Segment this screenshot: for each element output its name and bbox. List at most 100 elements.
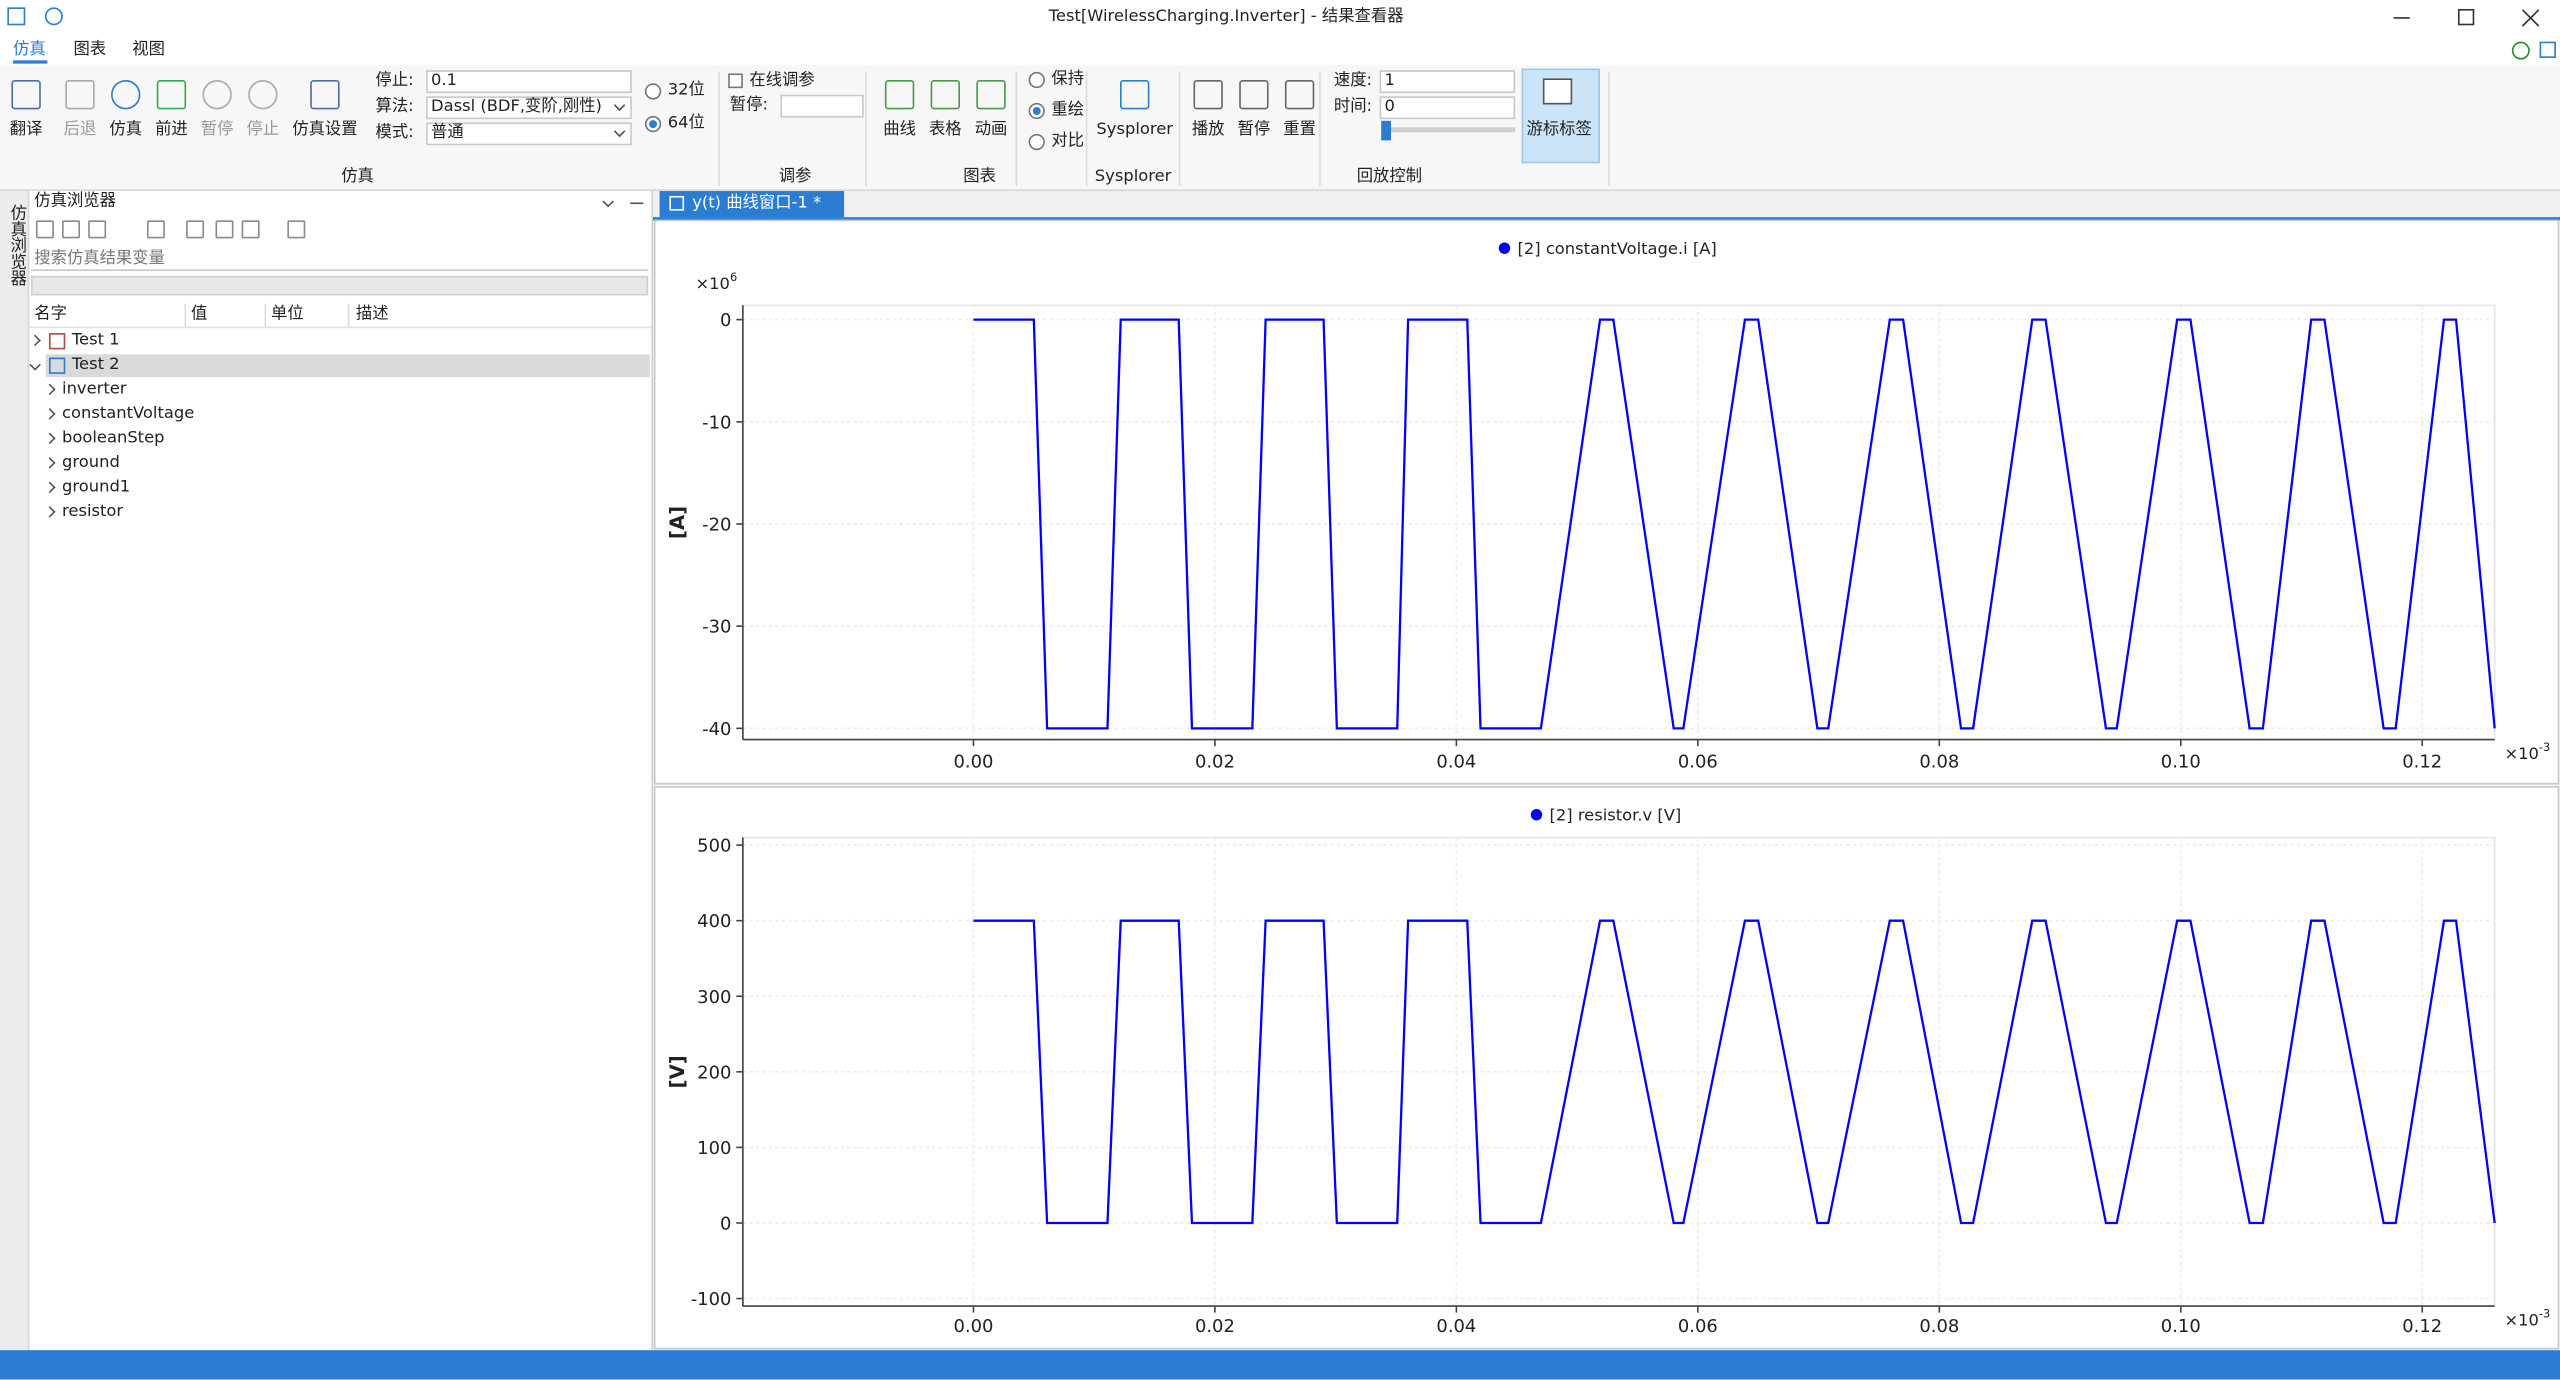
y-tick-label: -100	[691, 1289, 732, 1310]
toolbar-button[interactable]: 表格	[928, 120, 962, 139]
multiplier-exponent: 6	[730, 270, 737, 284]
button-icon[interactable]	[156, 79, 187, 110]
window-title: Test[WirelessCharging.Inverter] - 结果查看器	[1048, 8, 1404, 27]
help[interactable]	[2511, 41, 2530, 60]
toolbar-button[interactable]: 播放	[1191, 120, 1225, 139]
column-header: 值	[191, 305, 208, 324]
tree-item[interactable]: inverter	[62, 380, 127, 399]
browser-tool[interactable]	[287, 220, 306, 239]
tree-item[interactable]: ground	[62, 453, 120, 472]
toolbar-button[interactable]: 曲线	[883, 120, 916, 139]
field-label: 速度:	[1333, 71, 1373, 90]
field-input[interactable]	[426, 96, 632, 120]
toolbar-button[interactable]: 暂停	[200, 120, 234, 139]
field-value: 0	[1384, 97, 1395, 116]
legend-label: [2] constantVoltage.i [A]	[1518, 239, 1717, 258]
button-icon[interactable]	[11, 79, 41, 110]
field-input[interactable]	[1379, 70, 1516, 94]
options[interactable]	[2539, 41, 2556, 58]
x-tick-label: 0.04	[1436, 1316, 1476, 1337]
close[interactable]	[2521, 9, 2540, 27]
browser-tool[interactable]	[215, 220, 234, 239]
separator	[718, 71, 720, 187]
radio[interactable]	[1028, 133, 1045, 151]
toolbar-button[interactable]: 后退	[63, 120, 97, 139]
field-input[interactable]	[780, 94, 864, 118]
browser-tool[interactable]	[35, 220, 54, 239]
browser-panel	[29, 191, 654, 1351]
field-input[interactable]	[1379, 96, 1516, 120]
button-icon[interactable]	[248, 79, 278, 110]
toolbar-button[interactable]: 仿真设置	[292, 120, 358, 139]
browser-tool[interactable]	[88, 220, 107, 239]
radio[interactable]	[1028, 71, 1045, 89]
browser-tool[interactable]	[241, 220, 260, 239]
tree-item[interactable]: Test 2	[71, 355, 120, 374]
menu-tab[interactable]: 视图	[132, 40, 165, 59]
field-value: 0.1	[431, 71, 457, 90]
radio[interactable]	[1028, 102, 1045, 120]
tree-item[interactable]: constantVoltage	[62, 404, 195, 423]
button-icon[interactable]	[930, 79, 960, 110]
tree-item[interactable]: Test 1	[71, 331, 120, 350]
field-input[interactable]	[426, 122, 632, 146]
x-tick-label: 0.00	[953, 751, 993, 772]
tree-item[interactable]: booleanStep	[62, 429, 165, 448]
toolbar-button[interactable]: 仿真	[109, 120, 143, 139]
menu-tab[interactable]: 仿真	[13, 40, 46, 59]
search-box[interactable]	[31, 248, 649, 272]
x-tick-label: 0.02	[1195, 1316, 1235, 1337]
button-icon[interactable]	[1239, 79, 1269, 110]
menu-tab[interactable]: 图表	[73, 40, 107, 59]
panel-close[interactable]	[630, 202, 644, 205]
button-icon[interactable]	[976, 79, 1006, 110]
toolbar-button[interactable]: Sysplorer	[1096, 120, 1173, 139]
button-icon[interactable]	[1284, 79, 1315, 110]
restore[interactable]	[2457, 8, 2475, 26]
button-icon[interactable]	[202, 79, 232, 110]
field-label: 算法:	[375, 97, 414, 116]
run-icon[interactable]	[44, 7, 63, 26]
y-tick-label: 0	[720, 1214, 731, 1235]
x-tick-label: 0.10	[2161, 751, 2201, 772]
radio-label: 重绘	[1051, 101, 1085, 120]
checkbox-label: 在线调参	[749, 71, 815, 90]
button-icon[interactable]	[1119, 79, 1150, 110]
checkbox[interactable]	[728, 73, 743, 89]
x-tick-label: 0.06	[1678, 751, 1718, 772]
toolbar-button[interactable]: 动画	[974, 120, 1008, 139]
toolbar-button[interactable]: 重置	[1283, 120, 1316, 139]
group-label: 调参	[778, 168, 812, 187]
button-icon[interactable]	[1542, 78, 1573, 105]
y-tick-label: -10	[702, 412, 731, 433]
tree-item[interactable]: resistor	[62, 502, 124, 521]
window-controls	[7, 7, 2556, 64]
separator	[865, 71, 867, 187]
browser-tool[interactable]	[62, 220, 80, 239]
button-icon[interactable]	[310, 79, 340, 110]
x-tick-label: 0.12	[2402, 1316, 2442, 1337]
button-icon[interactable]	[884, 79, 915, 110]
side-tab[interactable]: 仿真浏览器	[6, 204, 25, 286]
radio[interactable]	[644, 83, 662, 100]
button-icon[interactable]	[1193, 79, 1223, 110]
toolbar-button[interactable]: 暂停	[1237, 120, 1271, 139]
browser-tool[interactable]	[186, 220, 205, 239]
slider-thumb[interactable]	[1381, 120, 1392, 141]
plot-tab-label[interactable]: y(t) 曲线窗口-1 *	[692, 194, 822, 213]
button-icon[interactable]	[111, 79, 141, 110]
browser-tool[interactable]	[146, 220, 165, 239]
field-input[interactable]	[426, 70, 632, 94]
toolbar-button[interactable]: 游标标签	[1526, 120, 1592, 139]
radio[interactable]	[644, 115, 662, 133]
toolbar-button[interactable]: 前进	[155, 120, 188, 139]
toolbar-button[interactable]: 停止	[246, 120, 280, 139]
x-tick-label: 0.06	[1678, 1316, 1718, 1337]
separator	[1178, 71, 1181, 187]
tree-item[interactable]: ground1	[62, 478, 131, 497]
toolbar-button[interactable]: 翻译	[9, 120, 43, 139]
radio-label: 64位	[667, 114, 705, 133]
button-icon[interactable]	[65, 79, 95, 110]
plot-tab[interactable]	[659, 191, 845, 218]
